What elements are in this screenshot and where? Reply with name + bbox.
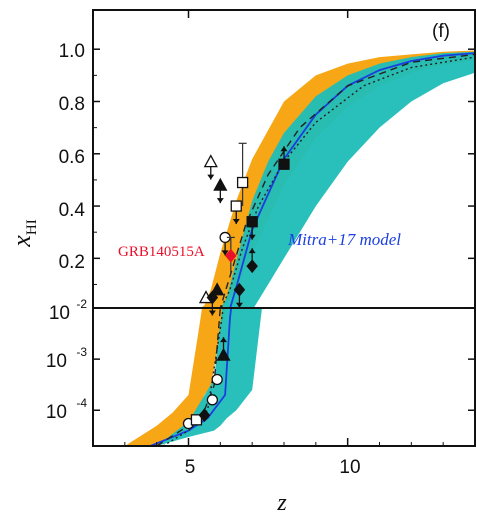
- data-point: [230, 200, 242, 225]
- model-annotation: Mitra+17 model: [287, 230, 401, 249]
- data-point: [190, 414, 203, 426]
- y-tick-label: 0.8: [59, 94, 85, 115]
- lower-panel-frame: [92, 307, 476, 447]
- triangle-marker: [210, 282, 225, 296]
- square-marker: [230, 200, 242, 212]
- diamond-marker: [198, 408, 211, 423]
- data-point: [278, 146, 290, 170]
- y-tick-label: 10: [46, 402, 67, 423]
- y-tick-label: 0.4: [59, 200, 86, 221]
- y-tick-exponent: -3: [76, 345, 87, 359]
- upper-y-tick-labels: 1.0 0.8 0.6 0.4 0.2 10 -2: [49, 41, 87, 324]
- grb140515a-marker: [225, 248, 237, 263]
- diamond-marker: [233, 282, 246, 297]
- diamond-marker: [246, 259, 258, 274]
- grb-annotation: GRB140515A: [118, 244, 205, 260]
- y-tick-label: 0.6: [59, 147, 85, 168]
- y-axis-label-sub: HI: [24, 219, 40, 235]
- limit-arrow-head: [221, 250, 229, 256]
- panel-label: (f): [432, 21, 450, 42]
- model-bands-upper: [200, 50, 475, 308]
- data-point: [236, 142, 249, 207]
- model-curve-solid: [149, 308, 233, 446]
- triangle-marker: [216, 347, 231, 361]
- data-point: [211, 373, 223, 386]
- y-tick-exponent: -2: [76, 297, 87, 311]
- circle-marker: [211, 373, 223, 386]
- limit-arrow-head: [280, 146, 288, 152]
- square-marker: [246, 216, 258, 228]
- teal-model-band: [156, 308, 262, 446]
- limit-arrow-head: [216, 198, 224, 204]
- data-point: [216, 337, 231, 361]
- data-point: [210, 282, 225, 296]
- x-tick-label: 10: [339, 457, 360, 478]
- limit-arrow-head: [208, 310, 216, 316]
- model-lines-lower: [149, 308, 233, 446]
- square-marker: [278, 158, 290, 170]
- data-point: [206, 394, 219, 406]
- orange-model-band: [124, 308, 227, 446]
- y-tick-label: 10: [46, 351, 67, 372]
- y-tick-label: 10: [49, 303, 70, 324]
- y-axis-label: xHI: [7, 219, 40, 247]
- y-tick-label: 1.0: [59, 41, 85, 62]
- data-point: [198, 408, 211, 423]
- x-axis-label: z: [276, 490, 287, 516]
- model-curve-dashed: [218, 53, 475, 308]
- svg-text:xHI: xHI: [7, 219, 40, 247]
- triangle-marker: [203, 154, 218, 168]
- triangle-marker: [213, 177, 228, 191]
- limit-arrow-head: [248, 248, 256, 254]
- y-tick-exponent: -4: [76, 396, 87, 410]
- limit-arrow-head: [207, 174, 215, 180]
- limit-arrow-head: [235, 302, 243, 308]
- limit-arrow-head: [220, 337, 228, 343]
- square-marker: [236, 176, 249, 189]
- lower-y-tick-labels: 10 -3 10 -4: [46, 345, 87, 423]
- model-bands-lower: [124, 308, 262, 446]
- axis-ticks: [93, 10, 475, 446]
- x-tick-labels: 5 10: [185, 457, 361, 478]
- teal-model-band: [221, 51, 475, 308]
- data-point: [246, 248, 258, 274]
- data-point: [246, 216, 258, 240]
- observational-points: [182, 142, 290, 430]
- y-axis-label-main: x: [7, 235, 36, 248]
- y-tick-label: 0.2: [59, 252, 85, 273]
- data-point: [213, 177, 228, 204]
- square-marker: [190, 414, 203, 426]
- circle-marker: [206, 394, 219, 406]
- data-point: [233, 282, 246, 308]
- x-tick-label: 5: [185, 457, 196, 478]
- limit-arrow-head: [232, 219, 240, 225]
- data-point: [225, 236, 237, 275]
- limit-arrow-head: [248, 234, 256, 240]
- data-point: [203, 154, 218, 180]
